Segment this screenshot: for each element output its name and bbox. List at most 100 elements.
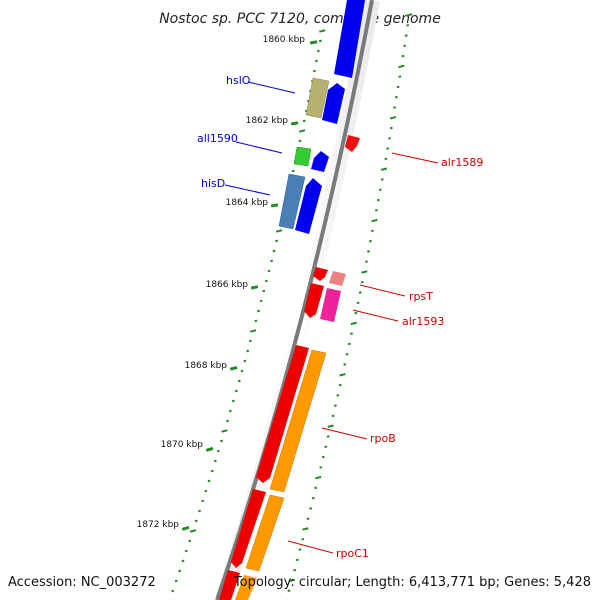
tick-mark-minor [360, 280, 364, 284]
tick-mark-minor [321, 455, 325, 459]
label-all1590[interactable]: all1590 [197, 132, 238, 145]
tick-mark-minor [237, 379, 241, 383]
cds-track-minus [295, 0, 365, 234]
genome-backbone [215, 0, 374, 600]
tick-mark-minor [403, 44, 407, 48]
tick-mark-minor [343, 363, 347, 366]
tick-mark-minor [365, 260, 368, 263]
scale-label-1872: 1872 kbp [137, 520, 180, 530]
scale-tick-major [205, 446, 214, 452]
gene-rpoc1[interactable] [245, 494, 285, 572]
tick-mark-minor [295, 558, 299, 562]
map-title: Nostoc sp. PCC 7120, complete genome [159, 11, 441, 27]
tick-mark-minor [270, 259, 274, 263]
tick-mark-minor [262, 289, 266, 293]
tick-mark-minor [201, 499, 205, 503]
cds-arrow[interactable] [311, 151, 329, 172]
tick-mark-minor [302, 119, 306, 123]
tick-mark-minor [316, 49, 320, 53]
tick-mark-minor [356, 301, 360, 305]
tick-mark-minor [174, 579, 178, 583]
tick-mark-minor [257, 309, 261, 313]
tick-mark-minor [301, 537, 305, 541]
tick-mark-minor [386, 147, 390, 150]
label-hisd[interactable]: hisD [201, 177, 225, 190]
cds-arrow[interactable] [334, 0, 365, 78]
gene-hslo[interactable] [305, 77, 330, 119]
scale-label-1864: 1864 kbp [226, 198, 269, 208]
gene-all1590[interactable] [293, 146, 312, 167]
tick-mark-major [221, 429, 228, 433]
label-alr1593[interactable]: alr1593 [402, 315, 444, 328]
label-rpoc1[interactable]: rpoC1 [336, 547, 369, 560]
cds-arrow[interactable] [256, 345, 309, 483]
cds-arrow[interactable] [235, 575, 257, 600]
tick-mark-minor [315, 59, 318, 63]
cds-arrow[interactable] [313, 267, 328, 281]
tick-mark-minor [345, 353, 349, 356]
cds-arrow[interactable] [304, 283, 324, 318]
tick-mark-minor [350, 332, 353, 335]
tick-mark-minor [194, 519, 198, 523]
leader-rpob [321, 427, 368, 440]
tick-mark-minor [213, 459, 217, 463]
leader-rpst [359, 284, 406, 297]
scale-label-1862: 1862 kbp [246, 116, 289, 126]
gene-hisd[interactable] [278, 173, 306, 230]
tick-mark-minor [406, 24, 410, 27]
tick-mark-major [249, 329, 257, 333]
label-alr1589[interactable]: alr1589 [441, 156, 483, 169]
gene-alr1589[interactable] [345, 135, 360, 152]
gene-alr1593[interactable] [320, 288, 341, 322]
gene-rpob[interactable] [269, 349, 327, 493]
tick-mark-minor [388, 137, 391, 140]
leader-all1590 [235, 141, 283, 154]
tick-mark-minor [231, 399, 235, 403]
label-leaders [224, 81, 439, 554]
label-hslo[interactable]: hslO [226, 74, 251, 87]
accession-text: Accession: NC_003272 [8, 575, 156, 590]
tick-mark-minor [248, 339, 252, 343]
tick-mark-minor [228, 409, 232, 413]
tick-mark-major [389, 116, 397, 120]
label-rpst[interactable]: rpsT [409, 290, 433, 303]
tick-mark-major [319, 29, 326, 33]
tick-mark-minor [396, 85, 400, 89]
tick-mark-major [275, 229, 283, 233]
cds-arrow[interactable] [295, 178, 322, 234]
tick-mark-minor [293, 568, 297, 572]
cds-arrow[interactable] [231, 489, 266, 568]
tick-mark-minor [291, 169, 295, 173]
leader-alr1589 [391, 152, 439, 164]
scale-label-1866: 1866 kbp [206, 280, 249, 290]
tick-mark-minor [254, 319, 258, 323]
tick-mark-minor [216, 449, 220, 453]
label-rpob[interactable]: rpoB [370, 432, 396, 445]
tick-mark-major [350, 321, 357, 326]
cds-arrow[interactable] [322, 83, 345, 124]
tick-mark-minor [188, 539, 192, 543]
tick-mark-minor [220, 439, 223, 443]
tick-mark-minor [331, 414, 335, 418]
tick-mark-major [298, 129, 306, 133]
tick-mark-minor [275, 239, 279, 243]
tick-mark-major [361, 270, 368, 274]
cds-arrow[interactable] [219, 570, 240, 600]
tick-mark-minor [272, 249, 276, 253]
gene-rpst[interactable] [329, 271, 346, 286]
tick-mark-minor [171, 589, 175, 593]
scale-tick-major [270, 203, 279, 208]
tick-mark-minor [401, 54, 405, 58]
tick-mark-minor [371, 229, 374, 233]
topology-text: Topology: circular; Length: 6,413,771 bp… [233, 575, 591, 590]
tick-mark-minor [324, 445, 328, 449]
tick-mark-major [288, 578, 295, 583]
tick-mark-minor [404, 34, 408, 37]
tick-mark-minor [246, 349, 250, 353]
tick-mark-minor [333, 404, 337, 407]
tick-mark-major [327, 424, 334, 428]
tick-mark-minor [314, 486, 318, 490]
tick-mark-minor [398, 75, 402, 78]
tick-mark-minor [240, 369, 244, 373]
